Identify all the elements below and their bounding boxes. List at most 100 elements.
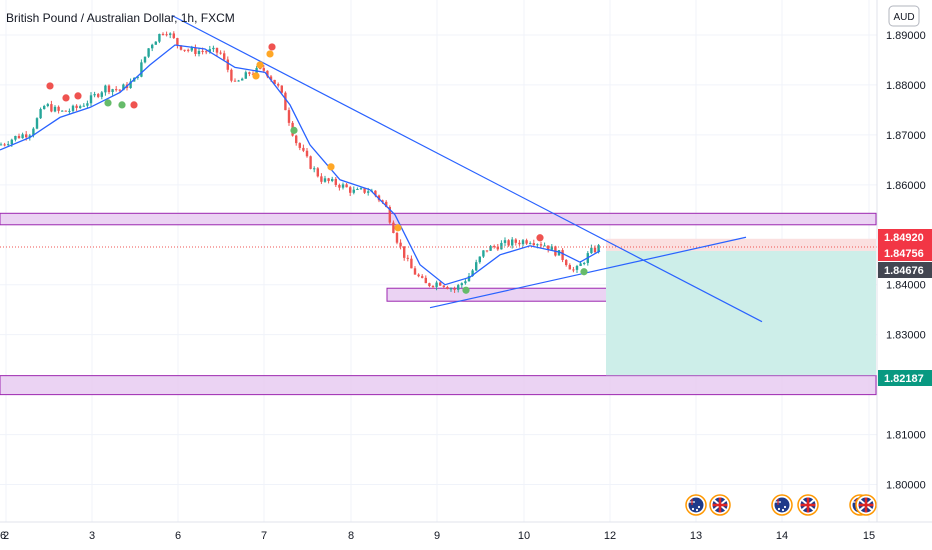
candle[interactable] [86, 100, 89, 109]
price-badge[interactable]: 1.82187 [878, 370, 932, 386]
candle[interactable] [338, 183, 341, 191]
candle[interactable] [298, 142, 301, 151]
candle[interactable] [417, 273, 420, 278]
candle[interactable] [107, 84, 111, 95]
candle[interactable] [136, 76, 139, 80]
candle[interactable] [223, 50, 226, 62]
time-axis-background[interactable] [0, 522, 932, 550]
price-badge[interactable]: 1.84676 [878, 262, 932, 278]
candle[interactable] [111, 88, 114, 96]
candle[interactable] [302, 144, 305, 153]
candle[interactable] [507, 239, 510, 247]
candle[interactable] [68, 108, 71, 114]
candle[interactable] [17, 133, 21, 139]
uk-flag-icon[interactable] [797, 494, 819, 516]
candle[interactable] [500, 240, 503, 250]
candle[interactable] [71, 104, 75, 113]
candle[interactable] [21, 132, 24, 139]
candle[interactable] [305, 147, 309, 158]
candle[interactable] [575, 264, 579, 273]
candle[interactable] [439, 281, 442, 286]
candle[interactable] [233, 78, 237, 82]
signal-marker[interactable] [104, 99, 112, 107]
signal-marker[interactable] [394, 224, 402, 232]
candle[interactable] [503, 237, 507, 247]
candle[interactable] [244, 70, 247, 79]
candle[interactable] [158, 33, 161, 44]
candle[interactable] [172, 31, 175, 39]
candle[interactable] [392, 220, 395, 234]
candle[interactable] [453, 286, 456, 293]
candle[interactable] [169, 32, 172, 39]
candle[interactable] [410, 255, 413, 269]
candle[interactable] [590, 244, 593, 254]
candle[interactable] [345, 183, 348, 188]
candle[interactable] [356, 187, 359, 191]
candle[interactable] [478, 256, 481, 264]
signal-marker[interactable] [290, 126, 298, 134]
candle[interactable] [449, 287, 453, 292]
candle[interactable] [129, 78, 132, 89]
candle[interactable] [550, 244, 553, 250]
candle[interactable] [316, 167, 319, 178]
candle[interactable] [194, 44, 197, 57]
candle[interactable] [403, 246, 406, 261]
candle[interactable] [547, 245, 550, 253]
candle[interactable] [428, 282, 431, 288]
candle[interactable] [140, 59, 143, 78]
candle[interactable] [331, 176, 334, 183]
candle[interactable] [212, 45, 215, 53]
candle[interactable] [424, 275, 427, 284]
support-resistance-zone[interactable] [0, 375, 877, 396]
candle[interactable] [241, 77, 244, 81]
candle[interactable] [489, 244, 492, 251]
candle[interactable] [295, 134, 298, 146]
candle[interactable] [197, 47, 201, 57]
candle[interactable] [89, 92, 93, 107]
candle[interactable] [525, 238, 528, 245]
candle[interactable] [50, 100, 53, 113]
candle[interactable] [457, 283, 460, 293]
uk-flag-icon[interactable] [709, 494, 731, 516]
signal-marker[interactable] [268, 43, 276, 51]
candle[interactable] [388, 205, 391, 225]
candle[interactable] [460, 282, 463, 288]
candle[interactable] [46, 102, 49, 108]
price-badge[interactable]: 1.84756 [878, 245, 932, 261]
signal-marker[interactable] [74, 92, 82, 100]
candle[interactable] [35, 117, 39, 130]
au-flag-icon[interactable] [685, 494, 707, 516]
uk-flag-icon[interactable] [855, 494, 877, 516]
candle[interactable] [543, 242, 546, 247]
candle[interactable] [309, 155, 312, 170]
candle[interactable] [511, 237, 514, 249]
candle[interactable] [165, 31, 168, 37]
support-resistance-zone[interactable] [0, 212, 877, 226]
candle[interactable] [104, 84, 107, 96]
candle[interactable] [529, 241, 532, 245]
au-flag-icon[interactable] [771, 494, 793, 516]
candle[interactable] [161, 32, 165, 36]
candle[interactable] [53, 105, 57, 113]
signal-marker[interactable] [130, 101, 138, 109]
candle[interactable] [313, 166, 316, 173]
candle[interactable] [341, 182, 345, 190]
candle[interactable] [349, 185, 352, 197]
candle[interactable] [57, 105, 60, 114]
candle[interactable] [320, 173, 323, 184]
candle[interactable] [421, 274, 424, 279]
candle[interactable] [435, 280, 438, 291]
candle[interactable] [493, 244, 496, 249]
candle[interactable] [39, 107, 42, 119]
signal-marker[interactable] [580, 268, 588, 276]
candle[interactable] [280, 85, 283, 95]
candle[interactable] [327, 177, 330, 184]
signal-marker[interactable] [118, 101, 126, 109]
currency-button[interactable]: AUD [888, 5, 920, 27]
signal-marker[interactable] [256, 61, 264, 69]
signal-marker[interactable] [266, 50, 274, 58]
price-badge[interactable]: 1.84920 [878, 229, 932, 245]
candle[interactable] [572, 266, 575, 273]
candle[interactable] [277, 82, 280, 88]
